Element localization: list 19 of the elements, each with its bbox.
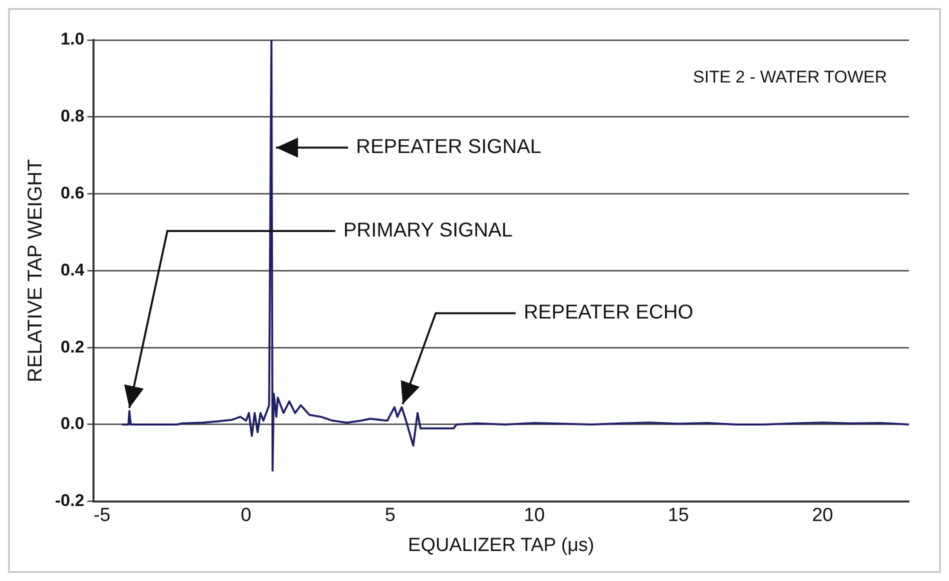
y-tick-label: 0.8 <box>60 106 84 126</box>
x-axis-title: EQUALIZER TAP (μs) <box>408 534 594 556</box>
y-axis-title: RELATIVE TAP WEIGHT <box>24 159 47 382</box>
y-tick-label: 0.2 <box>60 337 84 356</box>
x-tick-label: 10 <box>524 505 545 526</box>
x-tick-label: 5 <box>384 505 396 526</box>
y-tick-label: 0.0 <box>60 414 84 434</box>
y-tick-label: 1.0 <box>60 30 84 49</box>
y-tick-label: -0.2 <box>54 491 84 510</box>
annotation: REPEATER SIGNAL <box>356 136 542 158</box>
x-tick-label: 0 <box>240 505 252 526</box>
y-tick-label: 0.4 <box>60 260 85 280</box>
x-tick-label: 15 <box>668 505 689 526</box>
x-tick-label: 20 <box>812 505 834 526</box>
text: SITE 2 - WATER TOWER <box>693 68 887 87</box>
annotation: PRIMARY SIGNAL <box>343 220 513 242</box>
y-tick-label: 0.6 <box>60 183 84 202</box>
annotation: REPEATER ECHO <box>524 302 694 324</box>
x-tick-label: -5 <box>93 505 110 526</box>
